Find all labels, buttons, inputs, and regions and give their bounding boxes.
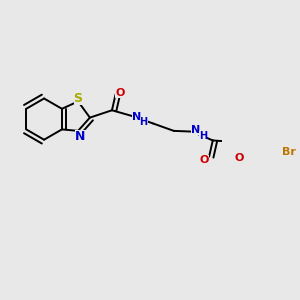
Text: O: O: [199, 154, 208, 165]
Text: N: N: [191, 125, 200, 135]
Text: H: H: [140, 117, 148, 127]
Text: H: H: [199, 131, 207, 141]
Text: S: S: [74, 92, 82, 105]
Text: O: O: [116, 88, 125, 98]
Text: Br: Br: [282, 147, 296, 157]
Text: N: N: [75, 130, 86, 143]
Text: N: N: [132, 112, 141, 122]
Text: O: O: [235, 153, 244, 163]
